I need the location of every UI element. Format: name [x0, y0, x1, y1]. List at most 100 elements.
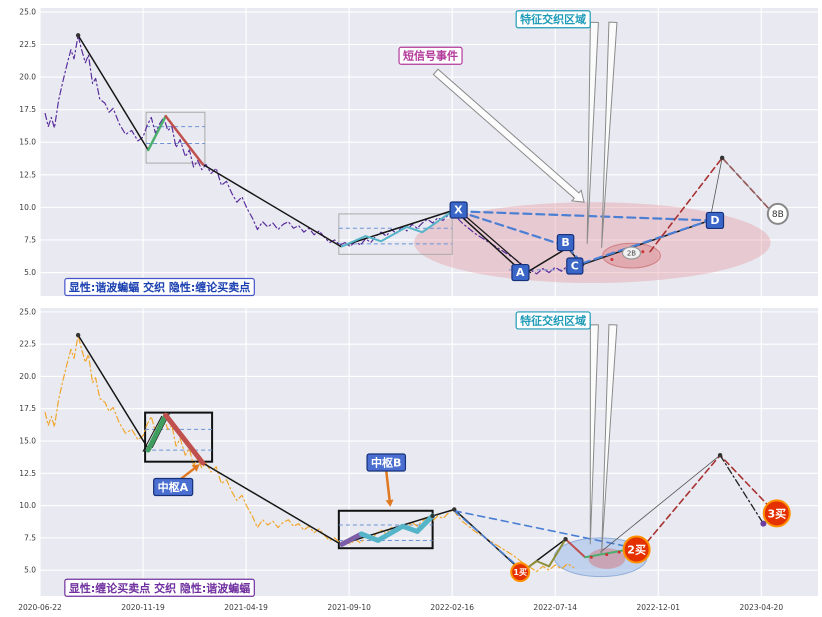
y-tick-label: 10.0: [19, 203, 36, 212]
annotation-中枢A: 中枢A: [153, 477, 194, 497]
series-thin-link-peak-8B: [721, 157, 775, 215]
series-teal-segment: [340, 210, 454, 248]
badge-label: 3买: [767, 507, 786, 520]
series-black-dashdot: [719, 454, 765, 525]
x-tick-label: 2020-11-19: [121, 603, 165, 612]
pivot-dot: [589, 555, 593, 559]
y-tick-label: 17.5: [19, 404, 36, 413]
y-tick-label: 5.0: [24, 268, 36, 277]
annotation-label: C: [571, 260, 579, 273]
badge-3买: 3买: [762, 499, 791, 528]
callout-taper-arrow: [589, 324, 599, 545]
y-tick-label: 12.5: [19, 170, 36, 179]
y-tick-label: 20.0: [19, 73, 36, 82]
highlight-ellipse: [414, 202, 771, 283]
y-tick-label: 17.5: [19, 105, 36, 114]
annotation-X: X: [449, 201, 468, 219]
annotation-label: 特征交织区域: [520, 12, 586, 26]
annotation-中枢B: 中枢B: [366, 453, 407, 472]
annotation-显性:谐波蝙蝠 交织 隐性:缠论买卖点: 显性:谐波蝙蝠 交织 隐性:缠论买卖点: [64, 277, 255, 297]
y-tick-label: 15.0: [19, 437, 36, 446]
badge-label: 1买: [513, 568, 527, 577]
pivot-dot: [717, 453, 723, 458]
x-tick-label: 2022-02-16: [430, 603, 474, 612]
annotation-label: 显性:谐波蝙蝠 交织 隐性:缠论买卖点: [69, 280, 250, 294]
annotation-特征交织区域: 特征交织区域: [515, 10, 591, 29]
pivot-dot: [563, 536, 568, 542]
callout-taper-arrow: [601, 324, 618, 554]
pointer-arrow: [384, 470, 391, 501]
x-tick-label: 2022-07-14: [533, 603, 577, 612]
y-tick-label: 5.0: [24, 566, 36, 575]
series-thin-link-peak: [600, 454, 721, 553]
annotation-A: A: [511, 263, 530, 282]
callout-taper-arrow: [586, 21, 599, 244]
series-channel-line-1: [142, 415, 163, 452]
annotation-短信号事件: 短信号事件: [398, 46, 463, 65]
series-bat-XD: [457, 210, 711, 222]
series-teal-segment: [359, 513, 436, 543]
x-tick-label: 2022-12-01: [636, 603, 680, 612]
series-red-segment: [163, 412, 206, 466]
annotation-label: 显性:缠论买卖点 交织 隐性:谐波蝙蝠: [69, 581, 250, 595]
highlight-ellipse: [588, 548, 626, 569]
y-tick-label: 7.5: [24, 235, 36, 244]
callout-taper-arrow: [601, 21, 618, 248]
series-green-segment: [145, 412, 169, 453]
callout-block-arrow: [432, 68, 585, 203]
badge-label: 2B: [627, 250, 636, 258]
y-tick-label: 20.0: [19, 372, 36, 381]
badge-1买: 1买: [510, 562, 531, 583]
pointer-arrowhead: [191, 464, 200, 472]
pivot-dot: [430, 513, 435, 519]
badge-label: 2买: [627, 543, 646, 556]
series-bat-XB: [457, 210, 569, 248]
pivot-dot: [641, 250, 645, 254]
zone-box: [144, 411, 214, 463]
y-tick-label: 7.5: [24, 533, 36, 542]
pivot-dot: [75, 332, 81, 338]
badge-2买: 2买: [622, 535, 651, 564]
pointer-arrowhead: [385, 499, 394, 507]
series-bat-CD: [580, 219, 711, 265]
series-red-zigzag: [564, 538, 587, 559]
pivot-dot: [452, 507, 457, 512]
annotation-label: X: [454, 203, 463, 216]
y-tick-label: 22.5: [19, 40, 36, 49]
zone-box: [338, 213, 453, 255]
pivot-dot: [75, 33, 81, 38]
pivot-dot: [617, 550, 621, 554]
pivot-dot: [760, 520, 767, 527]
series-thin-link-D-peak: [709, 157, 723, 221]
series-green-segment: [146, 114, 167, 152]
annotation-label: 特征交织区域: [520, 313, 586, 327]
x-tick-label: 2021-09-10: [327, 603, 371, 612]
pivot-dot: [719, 155, 725, 161]
annotation-label: B: [561, 236, 569, 249]
badge-2B: 2B: [621, 246, 642, 260]
annotation-显性:缠论买卖点 交织 隐性:谐波蝙蝠: 显性:缠论买卖点 交织 隐性:谐波蝙蝠: [64, 578, 255, 597]
bottom-panel: 2020-06-22 2020-11-19 2021-04-19 2021-09-10…: [18, 307, 818, 612]
series-forecast-red-dashed: [649, 157, 775, 253]
annotation-C: C: [566, 257, 584, 275]
annotation-label: 短信号事件: [403, 49, 458, 63]
annotation-B: B: [556, 233, 575, 252]
series-hidden-bat-1: [453, 509, 637, 550]
series-olive-zigzag: [521, 538, 567, 573]
series-red-segment: [164, 114, 205, 166]
annotation-label: A: [516, 266, 525, 279]
series-trend-channel: [457, 209, 532, 274]
y-tick-label: 25.0: [19, 7, 36, 16]
pivot-dot: [605, 553, 609, 557]
annotation-D: D: [705, 211, 725, 230]
x-tick-label: 2020-06-22: [18, 603, 62, 612]
badge-label: 8B: [772, 210, 784, 220]
y-tick-label: 10.0: [19, 501, 36, 510]
annotation-label: 中枢B: [371, 455, 401, 469]
series-hidden-bat-2: [453, 509, 524, 571]
y-tick-label: 22.5: [19, 340, 36, 349]
plot-area: [40, 308, 818, 596]
badge-8B: 8B: [766, 202, 789, 225]
